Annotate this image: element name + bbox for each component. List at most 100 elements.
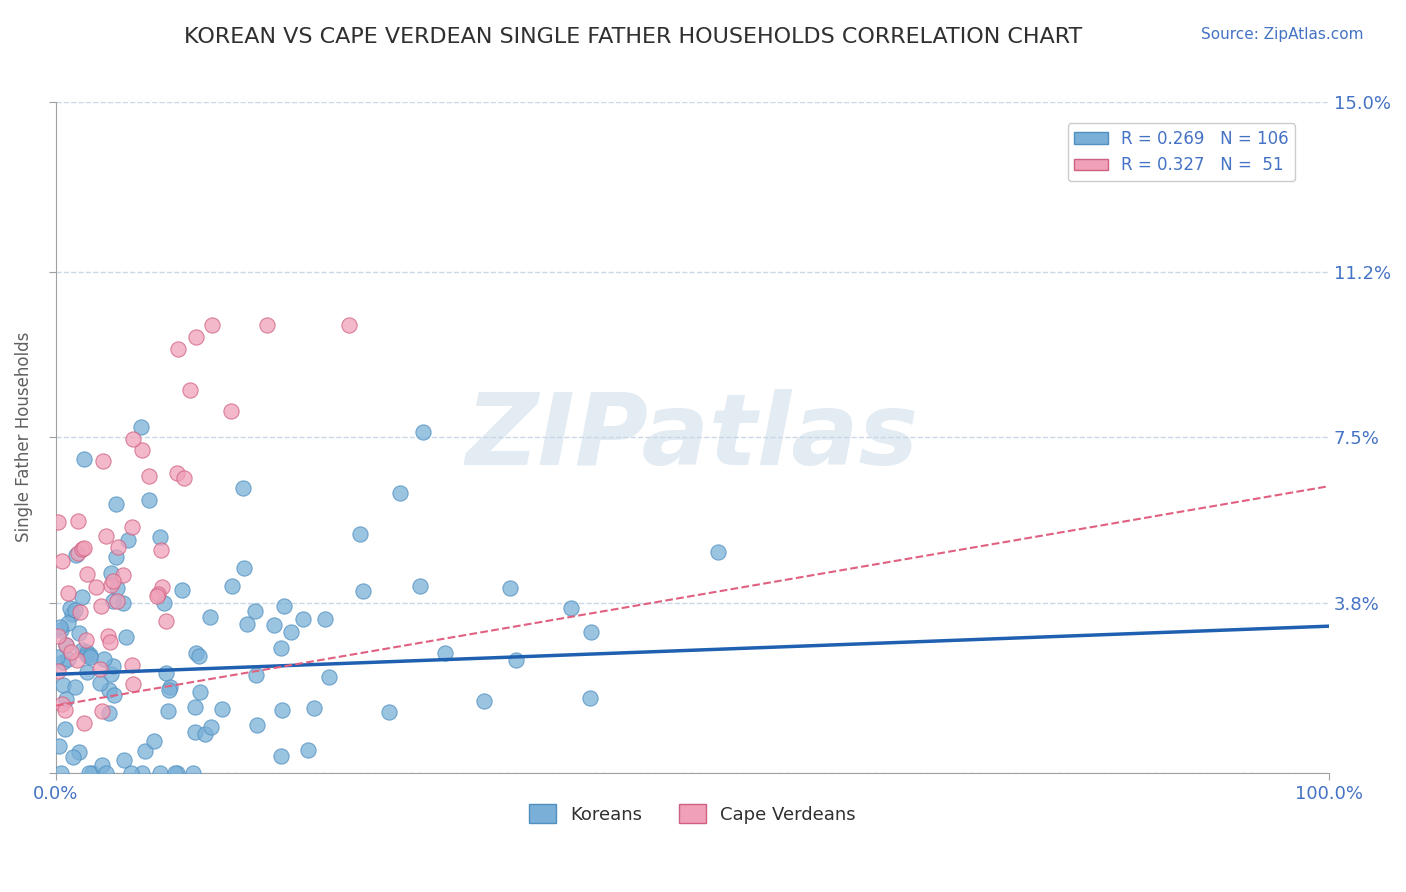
Cape Verdeans — [67, 515, 90, 529]
Koreans — [200, 609, 222, 624]
Cape Verdeans — [76, 567, 98, 582]
Cape Verdeans — [91, 704, 114, 718]
Cape Verdeans — [66, 653, 89, 667]
Koreans — [48, 739, 70, 753]
Koreans — [270, 748, 292, 763]
Koreans — [89, 676, 111, 690]
Koreans — [190, 685, 212, 699]
Koreans — [60, 607, 83, 621]
Koreans — [45, 649, 67, 664]
Koreans — [101, 594, 124, 608]
Cape Verdeans — [155, 614, 177, 628]
Cape Verdeans — [138, 469, 160, 483]
Text: KOREAN VS CAPE VERDEAN SINGLE FATHER HOUSEHOLDS CORRELATION CHART: KOREAN VS CAPE VERDEAN SINGLE FATHER HOU… — [184, 27, 1081, 46]
Cape Verdeans — [167, 342, 190, 356]
Koreans — [65, 548, 87, 562]
Koreans — [59, 601, 82, 615]
Cape Verdeans — [146, 589, 169, 603]
Cape Verdeans — [121, 520, 143, 534]
Cape Verdeans — [91, 453, 114, 467]
Cape Verdeans — [53, 703, 76, 717]
Koreans — [434, 646, 457, 660]
Koreans — [100, 566, 122, 580]
Koreans — [560, 601, 582, 615]
Koreans — [67, 745, 90, 759]
Koreans — [55, 638, 77, 652]
Cape Verdeans — [150, 580, 173, 594]
Koreans — [76, 645, 98, 659]
Koreans — [93, 652, 115, 666]
Cape Verdeans — [69, 605, 91, 619]
Koreans — [707, 545, 730, 559]
Koreans — [149, 531, 172, 545]
Koreans — [97, 682, 120, 697]
Koreans — [105, 498, 128, 512]
Koreans — [56, 652, 79, 666]
Koreans — [96, 765, 118, 780]
Cape Verdeans — [200, 318, 222, 333]
Cape Verdeans — [51, 697, 73, 711]
Cape Verdeans — [46, 664, 69, 678]
Cape Verdeans — [46, 515, 69, 529]
Cape Verdeans — [100, 577, 122, 591]
Koreans — [103, 688, 125, 702]
Koreans — [273, 599, 295, 614]
Text: Source: ZipAtlas.com: Source: ZipAtlas.com — [1201, 27, 1364, 42]
Koreans — [211, 702, 233, 716]
Koreans — [270, 640, 292, 655]
Koreans — [112, 753, 135, 767]
Cape Verdeans — [60, 645, 83, 659]
Koreans — [505, 653, 527, 667]
Cape Verdeans — [107, 540, 129, 554]
Koreans — [186, 646, 208, 660]
Koreans — [105, 550, 128, 565]
Koreans — [65, 680, 87, 694]
Cape Verdeans — [70, 542, 93, 557]
Koreans — [52, 677, 75, 691]
Cape Verdeans — [75, 633, 97, 648]
Koreans — [187, 649, 209, 664]
Koreans — [157, 704, 180, 718]
Cape Verdeans — [46, 629, 69, 643]
Cape Verdeans — [73, 716, 96, 731]
Koreans — [101, 658, 124, 673]
Cape Verdeans — [51, 553, 73, 567]
Cape Verdeans — [146, 587, 169, 601]
Koreans — [70, 643, 93, 657]
Koreans — [51, 623, 73, 637]
Cape Verdeans — [67, 546, 90, 560]
Koreans — [245, 604, 267, 618]
Cape Verdeans — [94, 529, 117, 543]
Koreans — [181, 765, 204, 780]
Koreans — [579, 624, 602, 639]
Koreans — [297, 742, 319, 756]
Koreans — [67, 626, 90, 640]
Koreans — [142, 734, 165, 748]
Koreans — [49, 620, 72, 634]
Cape Verdeans — [166, 467, 188, 481]
Koreans — [409, 579, 432, 593]
Koreans — [280, 625, 302, 640]
Cape Verdeans — [339, 318, 361, 333]
Koreans — [49, 765, 72, 780]
Koreans — [315, 612, 337, 626]
Koreans — [90, 758, 112, 772]
Cape Verdeans — [101, 574, 124, 588]
Koreans — [134, 744, 156, 758]
Cape Verdeans — [179, 383, 201, 397]
Koreans — [138, 493, 160, 508]
Koreans — [120, 765, 142, 780]
Koreans — [263, 618, 285, 632]
Koreans — [233, 561, 256, 575]
Koreans — [131, 765, 153, 780]
Koreans — [184, 725, 207, 739]
Cape Verdeans — [219, 404, 242, 418]
Koreans — [63, 603, 86, 617]
Koreans — [76, 665, 98, 680]
Koreans — [157, 682, 180, 697]
Cape Verdeans — [105, 594, 128, 608]
Koreans — [352, 583, 374, 598]
Cape Verdeans — [111, 568, 134, 582]
Koreans — [246, 718, 269, 732]
Koreans — [170, 583, 193, 598]
